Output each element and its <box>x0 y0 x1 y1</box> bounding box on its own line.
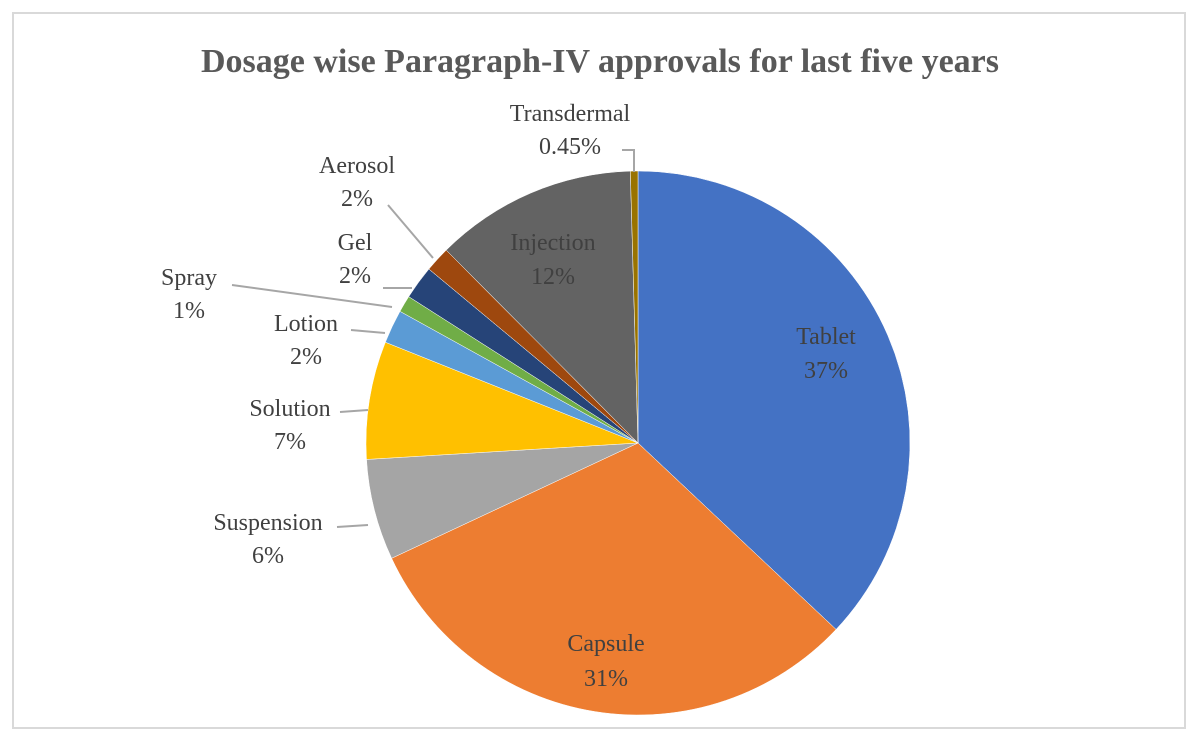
leader-line-solution <box>339 409 369 413</box>
value-label-capsule: 31% <box>584 666 628 692</box>
slice-solution <box>365 341 639 460</box>
slice-capsule <box>391 442 837 716</box>
value-label-suspension: 6% <box>252 543 284 569</box>
category-label-transdermal: Transdermal <box>510 101 631 127</box>
chart-title: Dosage wise Paragraph-IV approvals for l… <box>201 43 999 80</box>
category-label-aerosol: Aerosol <box>319 153 395 179</box>
category-label-capsule: Capsule <box>567 631 644 657</box>
leader-line-aerosol <box>387 204 434 259</box>
category-label-solution: Solution <box>249 396 330 422</box>
value-label-solution: 7% <box>274 429 306 455</box>
category-label-injection: Injection <box>510 230 595 256</box>
category-label-lotion: Lotion <box>274 311 338 337</box>
leader-line-transdermal <box>622 149 635 172</box>
leader-line-suspension <box>336 524 369 528</box>
leader-line-lotion <box>350 329 386 334</box>
category-label-suspension: Suspension <box>213 510 322 536</box>
value-label-lotion: 2% <box>290 344 322 370</box>
value-label-injection: 12% <box>531 264 575 290</box>
value-label-transdermal: 0.45% <box>539 134 601 160</box>
value-label-spray: 1% <box>173 298 205 324</box>
slice-injection <box>445 170 639 444</box>
value-label-gel: 2% <box>339 263 371 289</box>
slice-tablet <box>637 170 911 630</box>
leader-line-spray <box>231 284 393 308</box>
value-label-tablet: 37% <box>804 358 848 384</box>
data-labels: Tablet 37% Capsule 31% Suspension 6% Solution 7… <box>161 101 856 692</box>
value-label-aerosol: 2% <box>341 186 373 212</box>
category-label-gel: Gel <box>338 230 373 256</box>
leader-lines <box>231 149 635 528</box>
category-label-spray: Spray <box>161 265 217 291</box>
pie-slices <box>365 170 911 716</box>
category-label-tablet: Tablet <box>796 324 856 350</box>
